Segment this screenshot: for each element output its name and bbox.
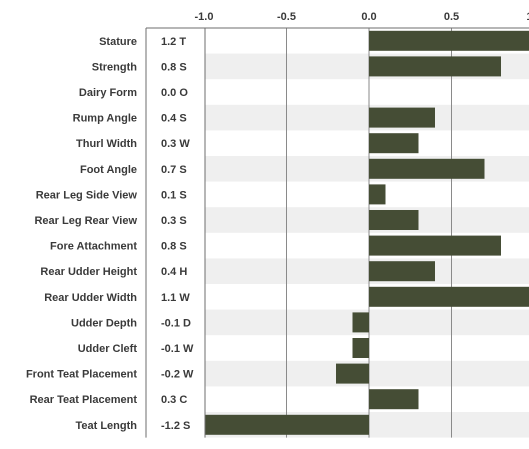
- bar: [369, 158, 485, 179]
- bar: [369, 210, 419, 230]
- trait-label: Front Teat Placement: [26, 369, 137, 381]
- value-label: 0.1 S: [161, 189, 187, 201]
- bar: [369, 261, 435, 282]
- value-label: -1.2 S: [161, 420, 190, 432]
- value-label: -0.1 W: [161, 343, 194, 355]
- bar: [369, 235, 501, 256]
- value-label: 1.2 T: [161, 36, 186, 48]
- table-frame: [145, 27, 529, 438]
- value-label: 1.1 W: [161, 292, 190, 304]
- value-label: 0.3 S: [161, 215, 187, 227]
- trait-label: Thurl Width: [76, 138, 137, 150]
- bar: [369, 133, 419, 154]
- trait-label: Foot Angle: [80, 164, 137, 176]
- trait-label: Rear Leg Side View: [36, 189, 138, 201]
- bar: [205, 414, 369, 435]
- value-label: 0.8 S: [161, 241, 187, 253]
- trait-label: Udder Depth: [71, 317, 137, 329]
- x-tick-label: 1.0: [526, 11, 529, 23]
- bar: [369, 389, 419, 410]
- trait-label: Teat Length: [75, 420, 137, 432]
- value-label: -0.2 W: [161, 369, 194, 381]
- x-tick-labels: -1.0 -0.5 0.0 0.5 1.0: [195, 11, 529, 23]
- row-stripe: [205, 104, 529, 131]
- bar: [336, 363, 369, 384]
- x-tick-label: 0.5: [444, 11, 459, 23]
- value-labels: 1.2 T 0.8 S 0.0 O 0.4 S 0.3 W 0.7 S 0.1 S 0.3 S…: [161, 36, 194, 432]
- value-label: 0.3 W: [161, 138, 190, 150]
- trait-label: Rear Leg Rear View: [34, 215, 137, 227]
- value-label: 0.4 H: [161, 266, 187, 278]
- x-tick-label: 0.0: [361, 11, 376, 23]
- value-label: 0.8 S: [161, 61, 187, 73]
- trait-label: Strength: [92, 61, 138, 73]
- trait-labels: Stature Strength Dairy Form Rump Angle Thurl…: [26, 36, 137, 432]
- trait-label: Dairy Form: [79, 87, 137, 99]
- bar: [352, 338, 369, 358]
- trait-label: Rear Udder Height: [40, 266, 137, 278]
- trait-label: Rear Udder Width: [44, 292, 137, 304]
- row-stripe: [205, 258, 529, 284]
- bar: [369, 286, 529, 307]
- bar: [369, 56, 501, 77]
- row-stripe: [205, 207, 529, 233]
- bar: [369, 30, 529, 51]
- value-label: 0.7 S: [161, 164, 187, 176]
- trait-label: Rump Angle: [73, 113, 137, 125]
- bar: [352, 312, 369, 333]
- value-label: 0.0 O: [161, 87, 188, 99]
- trait-label: Udder Cleft: [78, 343, 138, 355]
- x-tick-label: -0.5: [277, 11, 296, 23]
- bar: [369, 184, 386, 205]
- value-label: -0.1 D: [161, 317, 191, 329]
- trait-label: Fore Attachment: [50, 241, 137, 253]
- trait-label: Rear Teat Placement: [30, 394, 138, 406]
- x-tick-label: -1.0: [195, 11, 214, 23]
- bars: [205, 30, 529, 435]
- trait-label: Stature: [99, 36, 137, 48]
- bar: [369, 107, 435, 128]
- value-label: 0.3 C: [161, 394, 187, 406]
- value-label: 0.4 S: [161, 113, 187, 125]
